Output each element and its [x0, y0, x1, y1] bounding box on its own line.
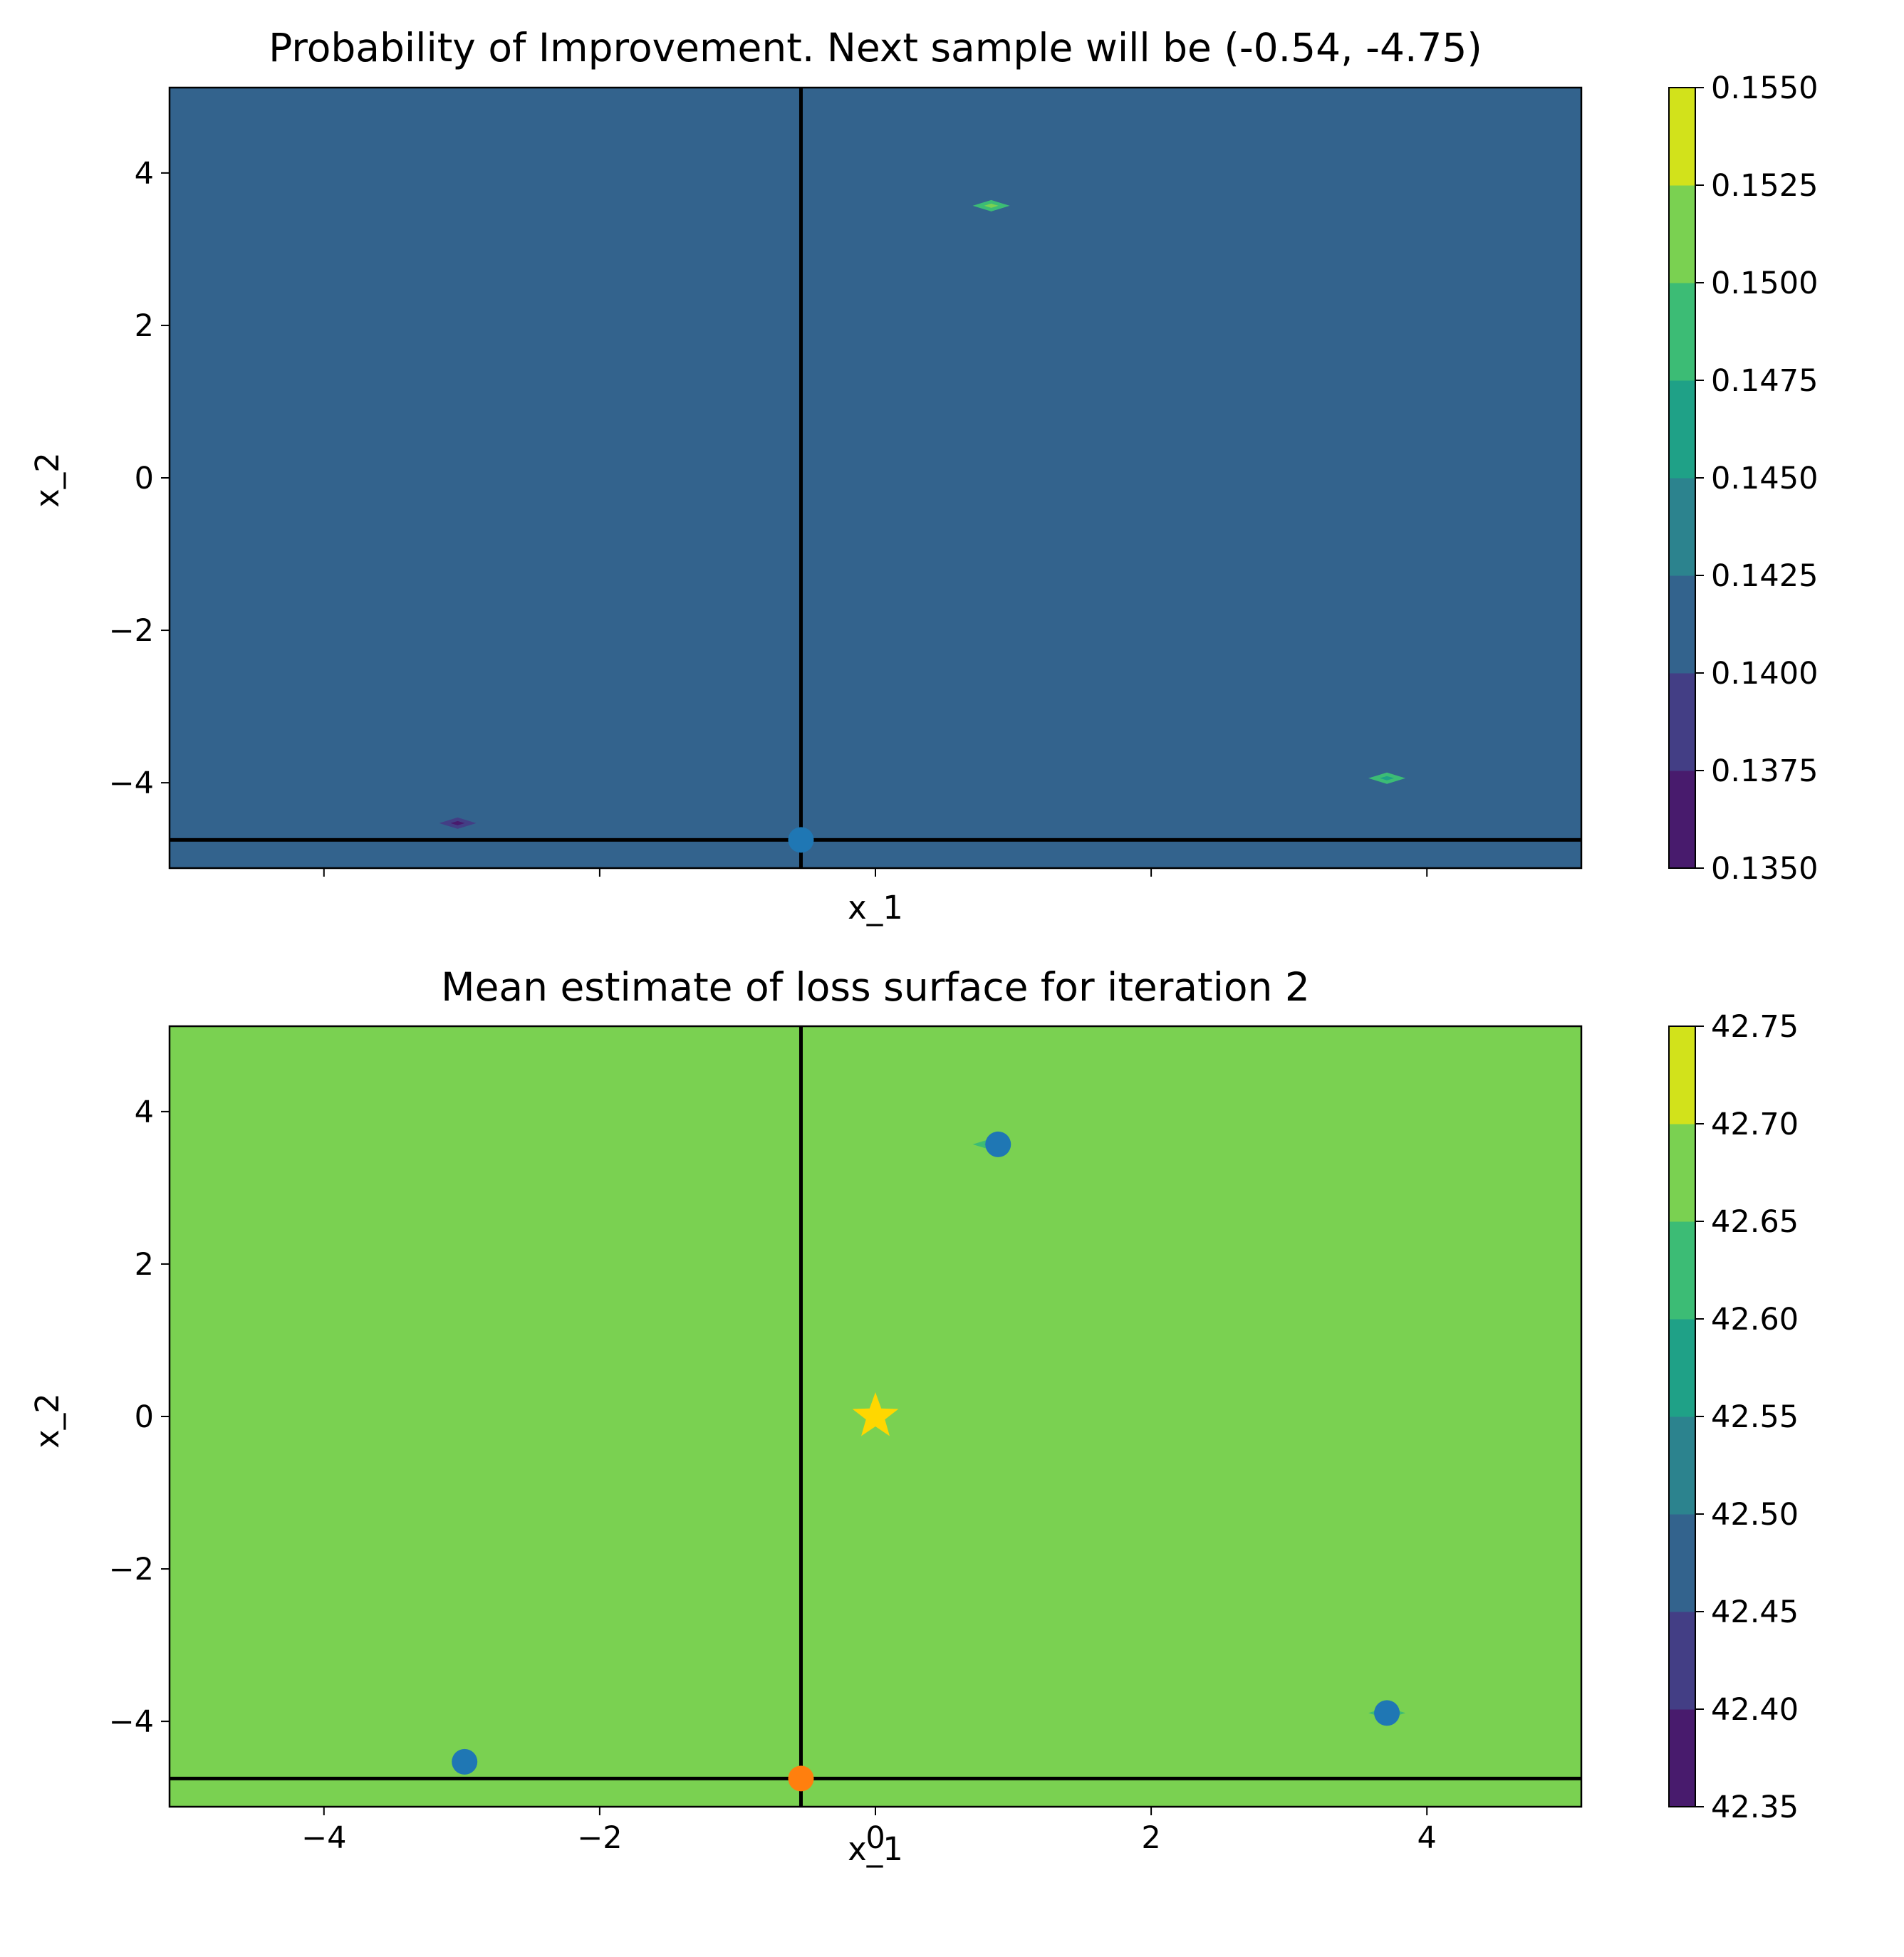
y-tick-label: −4	[109, 766, 154, 801]
colorbar-tick-label: 42.50	[1711, 1497, 1799, 1533]
y-tick-label: −2	[109, 1552, 154, 1587]
x-tick-label: −2	[577, 1820, 622, 1856]
sample-point	[985, 1131, 1011, 1157]
colorbar-tick-label: 0.1550	[1711, 71, 1818, 106]
colorbar-level	[1669, 88, 1695, 186]
y-tick-label: 0	[135, 1399, 154, 1435]
colorbar-level	[1669, 1612, 1695, 1710]
panel-title: Probability of Improvement. Next sample …	[269, 25, 1482, 71]
colorbar-tick-label: 42.55	[1711, 1399, 1799, 1435]
colorbar-tick-label: 42.45	[1711, 1595, 1799, 1630]
colorbar-level	[1669, 1416, 1695, 1515]
y-axis-label: x_2	[28, 452, 66, 508]
colorbar-level	[1669, 1221, 1695, 1320]
colorbar-tick-label: 0.1475	[1711, 363, 1818, 399]
colorbar-tick-label: 42.65	[1711, 1204, 1799, 1240]
x-tick-label: 0	[865, 1820, 885, 1856]
x-tick-label: 2	[1141, 1820, 1160, 1856]
y-tick-label: 4	[135, 1095, 154, 1130]
colorbar-tick-label: 0.1525	[1711, 168, 1818, 204]
colorbar-tick-label: 0.1425	[1711, 558, 1818, 594]
colorbar-tick-label: 42.35	[1711, 1790, 1799, 1825]
y-tick-label: 2	[135, 308, 154, 344]
colorbar-level	[1669, 1124, 1695, 1222]
y-tick-label: −4	[109, 1704, 154, 1740]
colorbar-level	[1669, 575, 1695, 674]
colorbar-level	[1669, 673, 1695, 771]
mean-loss-surface-panel: Mean estimate of loss surface for iterat…	[28, 964, 1799, 1868]
y-tick-label: 2	[135, 1247, 154, 1283]
colorbar-level	[1669, 1319, 1695, 1417]
colorbar-tick-label: 42.60	[1711, 1302, 1799, 1337]
contour-background	[170, 88, 1581, 868]
y-axis-label: x_2	[28, 1393, 66, 1449]
probability-of-improvement-panel: Probability of Improvement. Next sample …	[28, 25, 1818, 927]
colorbar-tick-label: 0.1400	[1711, 656, 1818, 692]
colorbar-level	[1669, 478, 1695, 576]
plot-area	[170, 1026, 1581, 1807]
colorbar-tick-label: 42.70	[1711, 1107, 1799, 1142]
plot-area	[170, 88, 1581, 868]
x-tick-label: −4	[301, 1820, 346, 1856]
colorbar-level	[1669, 1514, 1695, 1612]
colorbar-tick-label: 0.1350	[1711, 851, 1818, 887]
colorbar-tick-label: 0.1450	[1711, 461, 1818, 496]
x-axis-label: x_1	[848, 1830, 903, 1868]
x-axis-label: x_1	[848, 889, 903, 927]
sample-point	[788, 1765, 814, 1792]
optimum-star	[852, 1392, 899, 1436]
y-tick-label: −2	[109, 613, 154, 649]
contour-blob-core	[984, 203, 999, 208]
sample-point	[452, 1748, 478, 1775]
colorbar-level	[1669, 380, 1695, 479]
sample-point	[1374, 1700, 1400, 1726]
colorbar-tick-label: 0.1500	[1711, 266, 1818, 301]
colorbar-level	[1669, 1026, 1695, 1124]
contour-blob-core	[1380, 776, 1395, 781]
colorbar-level	[1669, 185, 1695, 283]
colorbar-level	[1669, 771, 1695, 869]
colorbar-level	[1669, 283, 1695, 381]
colorbar-tick-label: 0.1375	[1711, 753, 1818, 789]
colorbar-level	[1669, 1709, 1695, 1807]
sample-point	[788, 827, 814, 853]
colorbar-tick-label: 42.40	[1711, 1692, 1799, 1728]
contour-blob-core	[450, 820, 465, 825]
y-tick-label: 0	[135, 461, 154, 496]
y-tick-label: 4	[135, 156, 154, 192]
colorbar-tick-label: 42.75	[1711, 1009, 1799, 1045]
x-tick-label: 4	[1417, 1820, 1437, 1856]
panel-title: Mean estimate of loss surface for iterat…	[441, 964, 1310, 1010]
